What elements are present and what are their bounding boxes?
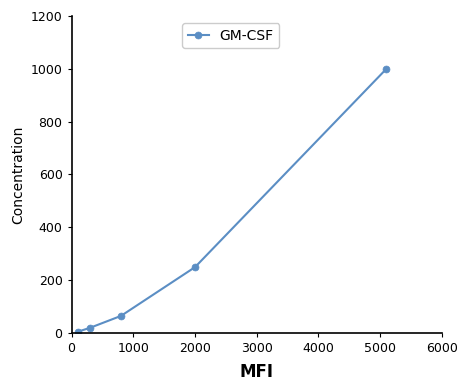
GM-CSF xyxy=(87,325,93,330)
GM-CSF xyxy=(384,67,389,71)
GM-CSF xyxy=(192,265,198,269)
X-axis label: MFI: MFI xyxy=(240,363,274,381)
Legend: GM-CSF: GM-CSF xyxy=(182,23,280,48)
Y-axis label: Concentration: Concentration xyxy=(11,125,25,223)
GM-CSF xyxy=(75,329,81,334)
Line: GM-CSF: GM-CSF xyxy=(74,65,390,335)
GM-CSF xyxy=(118,314,124,318)
